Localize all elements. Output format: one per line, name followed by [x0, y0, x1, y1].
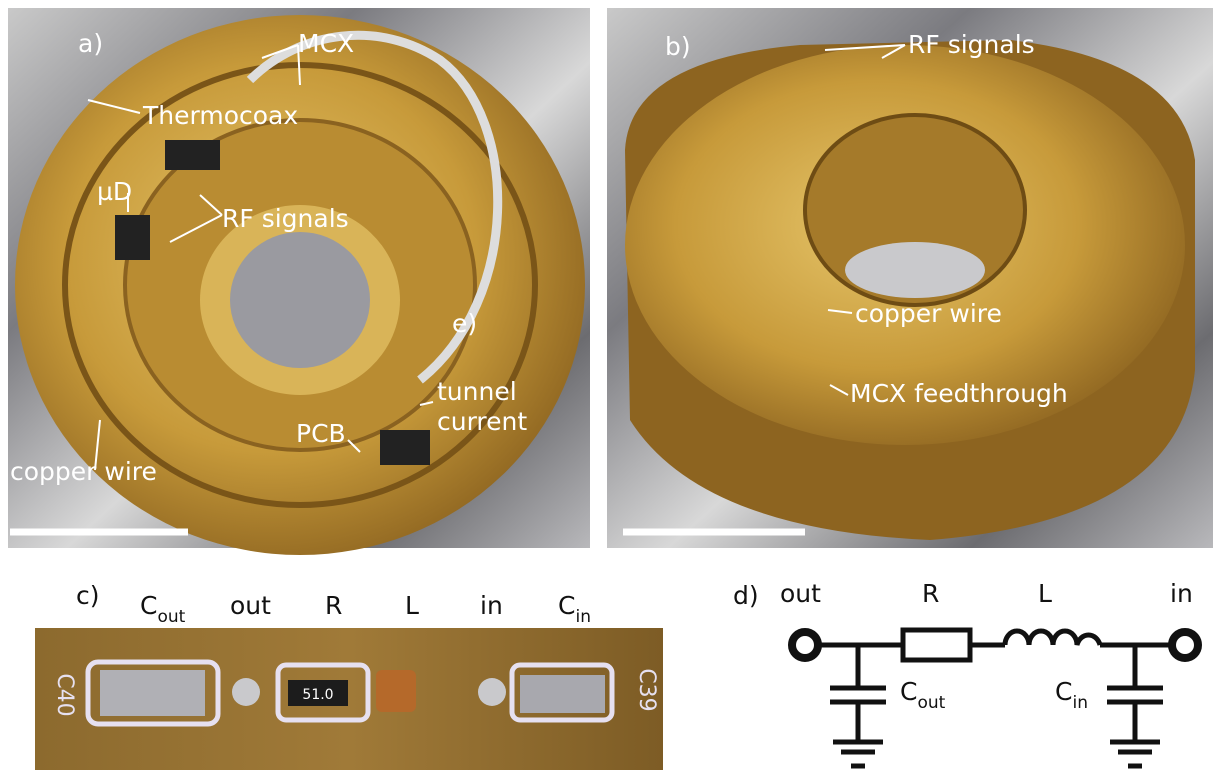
pcb-print: 51.0 [302, 687, 333, 703]
shape [288, 680, 348, 706]
component-label: R [325, 591, 342, 620]
annotation: RF signals [908, 30, 1035, 59]
component-label: Cin [1055, 677, 1088, 713]
labels-c: c) Cout out R L in Cin [76, 581, 591, 627]
component-label: L [405, 591, 419, 620]
panel-label: d) [733, 581, 759, 610]
shape [380, 430, 430, 465]
shape [100, 670, 205, 716]
annotation: MCX [298, 29, 354, 58]
label-main: C [558, 591, 575, 620]
shape [845, 242, 985, 298]
annotation: tunnel [437, 377, 517, 406]
component-label: Cout [900, 677, 946, 713]
panel-label: c) [76, 581, 100, 610]
shape [115, 215, 150, 260]
shape [788, 628, 822, 662]
annotations-b: b) RF signals copper wire MCX feedthroug… [623, 30, 1068, 536]
annotations-a: a) MCX Thermocoax µD RF signals e) tunne… [10, 29, 527, 536]
shape [900, 627, 973, 663]
shape [824, 44, 906, 396]
shape [376, 670, 416, 712]
panel-label: b) [665, 32, 691, 61]
component-label: Cin [558, 591, 591, 627]
pcb-print: C39 [634, 668, 659, 711]
panel-label: a) [78, 29, 103, 58]
label-main: C [1055, 677, 1072, 706]
shape [509, 662, 615, 723]
shape [165, 140, 220, 170]
label-sub: in [575, 607, 591, 627]
label-sub: out [157, 607, 185, 627]
shape [246, 30, 503, 384]
labels-d: d) out R L in Cout Cin [733, 579, 1193, 713]
shape [520, 675, 605, 713]
shape [232, 678, 260, 706]
label-main: C [140, 591, 157, 620]
component-label: out [780, 579, 821, 608]
component-label: R [922, 579, 939, 608]
annotation: current [437, 407, 527, 436]
shape [87, 44, 434, 471]
component-label: Cout [140, 591, 186, 627]
annotation: copper wire [10, 457, 157, 486]
annotation: PCB [296, 419, 346, 448]
label-sub: in [1072, 693, 1088, 713]
component-label: in [1170, 579, 1193, 608]
photo-a [8, 8, 590, 555]
label-sub: out [917, 693, 945, 713]
shape [1107, 645, 1163, 769]
photo-c: C40 51.0 C39 [35, 628, 663, 770]
annotation: Thermocoax [142, 101, 298, 130]
shape [478, 678, 506, 706]
shape [1002, 628, 1103, 646]
shape [230, 232, 370, 368]
component-label: in [480, 591, 503, 620]
shape [275, 662, 371, 723]
component-label: out [230, 591, 271, 620]
component-label: L [1038, 579, 1052, 608]
annotation: RF signals [222, 204, 349, 233]
pcb-print: C40 [52, 673, 77, 716]
label-main: C [900, 677, 917, 706]
circuit-d [788, 627, 1202, 769]
shape [830, 645, 886, 769]
annotation: e) [452, 309, 477, 338]
photo-b [607, 8, 1213, 548]
shape [1168, 628, 1202, 662]
annotation: copper wire [855, 299, 1002, 328]
annotation: MCX feedthrough [850, 379, 1068, 408]
annotation: µD [97, 177, 132, 206]
shape [85, 659, 221, 727]
